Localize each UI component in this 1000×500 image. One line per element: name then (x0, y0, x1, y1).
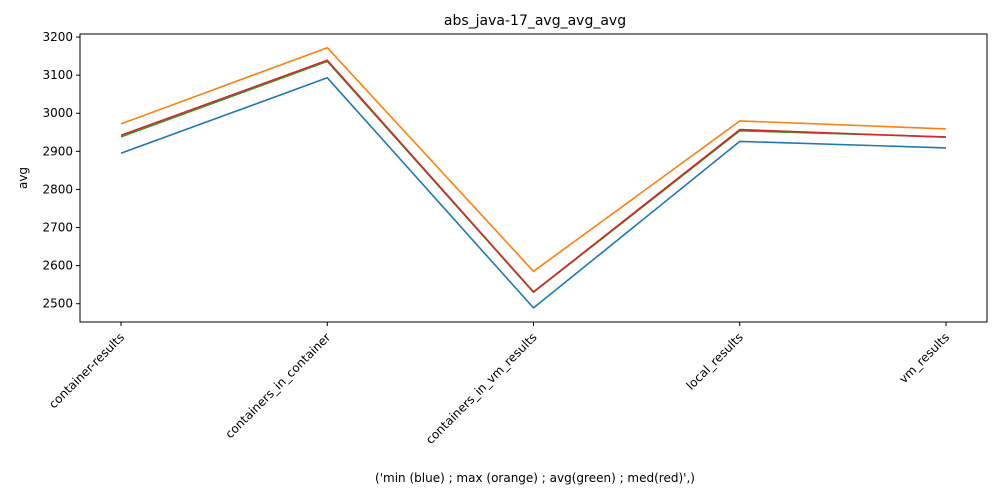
chart-title: abs_java-17_avg_avg_avg (444, 13, 626, 29)
x-tick-label: vm_results (896, 330, 952, 386)
series-line-0 (120, 77, 947, 309)
y-axis: 2500 2600 2700 2800 2900 3000 3100 3200 (42, 30, 80, 311)
series-line-3 (120, 59, 947, 293)
x-tick-label: containers_in_vm_results (423, 330, 540, 447)
y-tick-label: 2900 (42, 144, 73, 158)
x-tick-label: containers_in_container (222, 330, 333, 441)
y-tick-label: 3200 (42, 30, 73, 44)
y-tick-label: 2500 (42, 297, 73, 311)
y-tick-label: 2600 (42, 259, 73, 273)
y-axis-label: avg (16, 167, 30, 189)
series-line-1 (120, 46, 947, 273)
x-axis: container-results containers_in_container… (46, 322, 952, 447)
series-layer (120, 46, 947, 309)
y-tick-label: 2700 (42, 221, 73, 235)
y-tick-label: 3100 (42, 68, 73, 82)
x-tick-label: container-results (46, 330, 127, 411)
y-tick-label: 2800 (42, 182, 73, 196)
series-line-2 (120, 60, 947, 294)
y-tick-label: 3000 (42, 106, 73, 120)
plot-frame (79, 33, 988, 323)
x-axis-label: ('min (blue) ; max (orange) ; avg(green)… (375, 471, 695, 485)
x-tick-label: local_results (684, 330, 746, 392)
